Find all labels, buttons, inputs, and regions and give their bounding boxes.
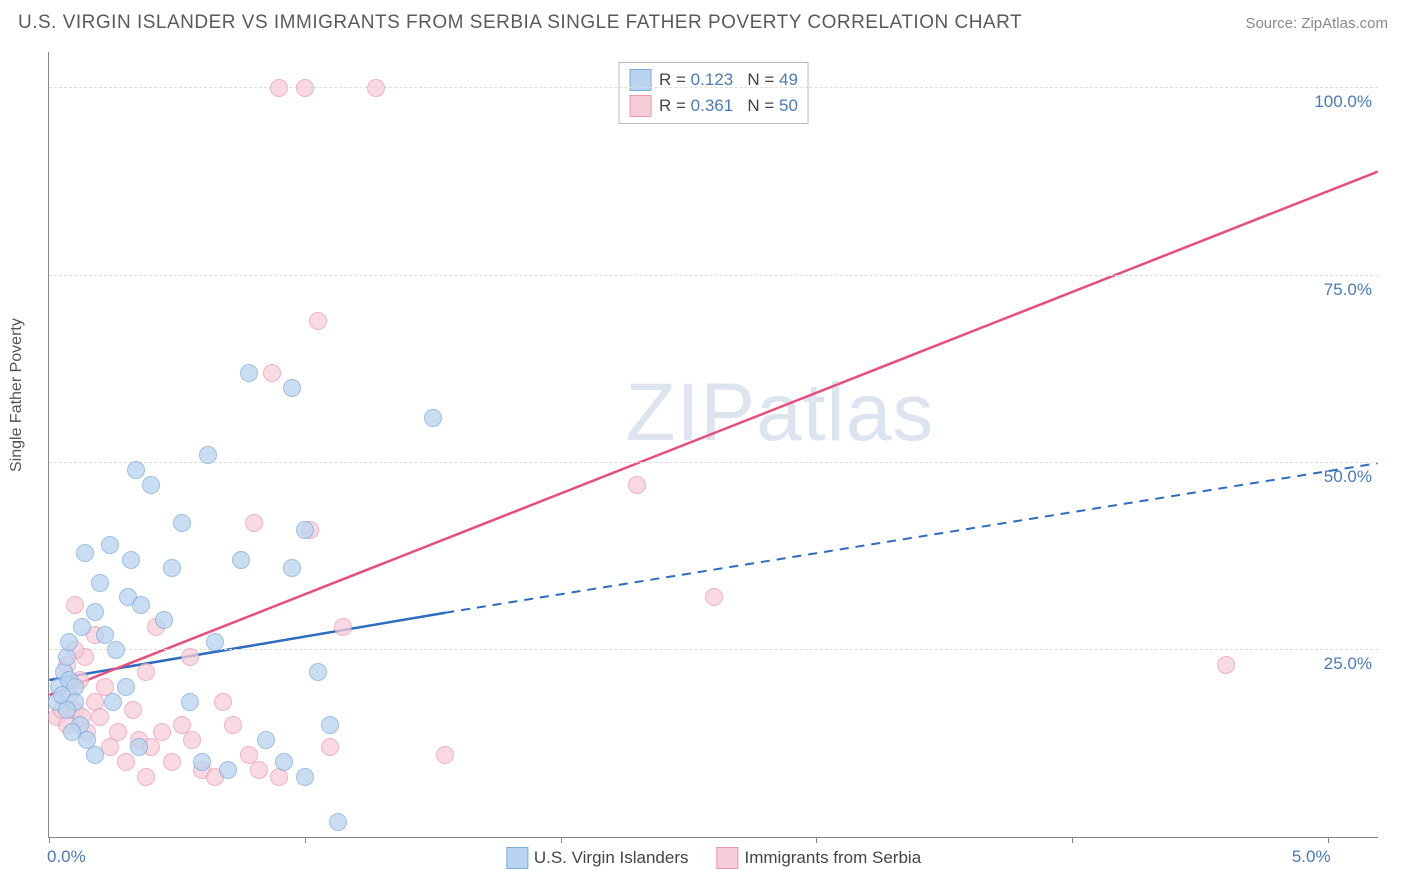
scatter-point-series1 (76, 544, 94, 562)
scatter-point-series1 (132, 596, 150, 614)
scatter-point-series1 (206, 633, 224, 651)
series-legend: U.S. Virgin Islanders Immigrants from Ser… (506, 847, 921, 869)
scatter-point-series2 (214, 693, 232, 711)
scatter-point-series2 (367, 79, 385, 97)
x-tick (49, 837, 50, 843)
scatter-point-series1 (63, 723, 81, 741)
legend-item: Immigrants from Serbia (716, 847, 921, 869)
y-axis-label: Single Father Poverty (8, 318, 26, 472)
gridline (49, 275, 1378, 276)
legend-swatch (506, 847, 528, 869)
scatter-point-series2 (263, 364, 281, 382)
chart-container: Single Father Poverty ZIPatlas R = 0.123… (0, 42, 1406, 886)
scatter-point-series2 (270, 79, 288, 97)
scatter-point-series2 (163, 753, 181, 771)
scatter-point-series2 (181, 648, 199, 666)
scatter-point-series1 (122, 551, 140, 569)
scatter-point-series1 (60, 633, 78, 651)
scatter-point-series1 (73, 618, 91, 636)
scatter-point-series1 (296, 521, 314, 539)
scatter-point-series1 (219, 761, 237, 779)
watermark: ZIPatlas (626, 366, 935, 460)
scatter-point-series2 (224, 716, 242, 734)
gridline (49, 462, 1378, 463)
scatter-point-series2 (153, 723, 171, 741)
scatter-point-series1 (283, 379, 301, 397)
scatter-point-series2 (183, 731, 201, 749)
scatter-point-series1 (142, 476, 160, 494)
legend-stats-row: R = 0.123 N = 49 (629, 67, 798, 93)
scatter-point-series1 (283, 559, 301, 577)
x-tick (561, 837, 562, 843)
legend-item: U.S. Virgin Islanders (506, 847, 689, 869)
scatter-point-series2 (436, 746, 454, 764)
scatter-point-series2 (117, 753, 135, 771)
scatter-point-series1 (257, 731, 275, 749)
scatter-point-series1 (155, 611, 173, 629)
legend-stats-row: R = 0.361 N = 50 (629, 93, 798, 119)
scatter-point-series2 (109, 723, 127, 741)
scatter-point-series2 (250, 761, 268, 779)
scatter-point-series2 (91, 708, 109, 726)
scatter-point-series1 (107, 641, 125, 659)
legend-swatch (629, 95, 651, 117)
scatter-point-series1 (104, 693, 122, 711)
gridline (49, 87, 1378, 88)
scatter-point-series2 (309, 312, 327, 330)
scatter-point-series2 (296, 79, 314, 97)
scatter-point-series1 (199, 446, 217, 464)
legend-label: Immigrants from Serbia (744, 848, 921, 868)
scatter-point-series1 (58, 701, 76, 719)
scatter-point-series2 (137, 768, 155, 786)
scatter-point-series1 (127, 461, 145, 479)
scatter-point-series2 (245, 514, 263, 532)
scatter-point-series1 (86, 603, 104, 621)
y-tick-label: 75.0% (1324, 280, 1372, 300)
scatter-point-series1 (117, 678, 135, 696)
plot-area: ZIPatlas R = 0.123 N = 49 R = 0.361 N = 5… (48, 52, 1378, 838)
scatter-point-series1 (91, 574, 109, 592)
legend-stat-text: R = 0.361 N = 50 (659, 96, 798, 116)
trend-lines-layer (49, 52, 1378, 837)
scatter-point-series2 (137, 663, 155, 681)
chart-title: U.S. VIRGIN ISLANDER VS IMMIGRANTS FROM … (18, 12, 1022, 34)
scatter-point-series2 (66, 596, 84, 614)
legend-swatch (716, 847, 738, 869)
scatter-point-series1 (232, 551, 250, 569)
scatter-point-series1 (130, 738, 148, 756)
y-tick-label: 100.0% (1314, 92, 1372, 112)
scatter-point-series2 (321, 738, 339, 756)
scatter-point-series1 (321, 716, 339, 734)
scatter-point-series1 (193, 753, 211, 771)
scatter-point-series1 (163, 559, 181, 577)
scatter-point-series1 (101, 536, 119, 554)
x-tick-label: 5.0% (1292, 847, 1331, 867)
scatter-point-series1 (181, 693, 199, 711)
scatter-point-series1 (296, 768, 314, 786)
x-tick (816, 837, 817, 843)
scatter-point-series1 (86, 746, 104, 764)
scatter-point-series1 (309, 663, 327, 681)
scatter-point-series2 (705, 588, 723, 606)
scatter-point-series1 (240, 364, 258, 382)
y-tick-label: 25.0% (1324, 654, 1372, 674)
scatter-point-series1 (329, 813, 347, 831)
stats-legend: R = 0.123 N = 49 R = 0.361 N = 50 (618, 62, 809, 124)
legend-label: U.S. Virgin Islanders (534, 848, 689, 868)
scatter-point-series2 (1217, 656, 1235, 674)
x-tick (305, 837, 306, 843)
scatter-point-series1 (173, 514, 191, 532)
scatter-point-series2 (124, 701, 142, 719)
gridline (49, 649, 1378, 650)
x-tick (1328, 837, 1329, 843)
scatter-point-series2 (628, 476, 646, 494)
x-tick (1072, 837, 1073, 843)
x-tick-label: 0.0% (47, 847, 86, 867)
scatter-point-series1 (275, 753, 293, 771)
scatter-point-series1 (424, 409, 442, 427)
source-attribution: Source: ZipAtlas.com (1245, 15, 1388, 32)
y-tick-label: 50.0% (1324, 467, 1372, 487)
scatter-point-series2 (334, 618, 352, 636)
